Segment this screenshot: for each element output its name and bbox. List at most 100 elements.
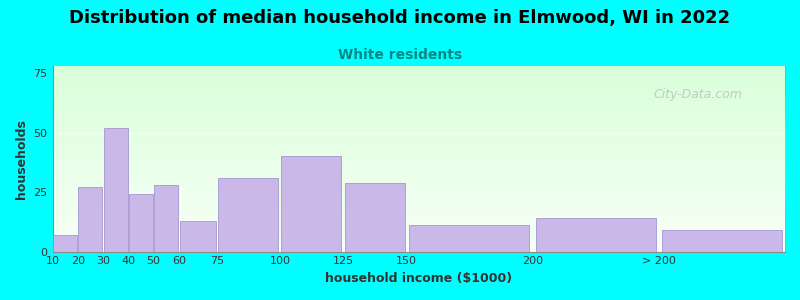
- Bar: [53, 244, 785, 246]
- Bar: [53, 90, 785, 92]
- Bar: [662, 230, 782, 252]
- Bar: [53, 83, 785, 85]
- Bar: [154, 185, 178, 252]
- Bar: [53, 200, 785, 202]
- Bar: [129, 194, 153, 252]
- Bar: [53, 122, 785, 124]
- Bar: [53, 72, 785, 74]
- Bar: [53, 240, 785, 242]
- Bar: [104, 128, 128, 252]
- Bar: [53, 101, 785, 103]
- Bar: [53, 233, 785, 235]
- Bar: [53, 170, 785, 172]
- Bar: [53, 211, 785, 213]
- Bar: [53, 164, 785, 166]
- X-axis label: household income ($1000): household income ($1000): [326, 272, 512, 285]
- Bar: [53, 237, 785, 239]
- Bar: [53, 88, 785, 90]
- Bar: [53, 160, 785, 163]
- Bar: [53, 179, 785, 181]
- Bar: [53, 229, 785, 231]
- Bar: [53, 207, 785, 209]
- Bar: [218, 178, 278, 252]
- Bar: [53, 149, 785, 152]
- Bar: [53, 190, 785, 192]
- Bar: [180, 221, 216, 252]
- Bar: [53, 242, 785, 244]
- Bar: [53, 250, 785, 252]
- Bar: [53, 146, 785, 148]
- Bar: [53, 110, 785, 112]
- Bar: [53, 213, 785, 214]
- Bar: [53, 187, 785, 188]
- Bar: [53, 205, 785, 207]
- Bar: [53, 153, 785, 155]
- Bar: [53, 155, 785, 157]
- Bar: [53, 94, 785, 96]
- Bar: [53, 214, 785, 216]
- Bar: [53, 220, 785, 222]
- Bar: [53, 92, 785, 94]
- Bar: [53, 172, 785, 174]
- Bar: [53, 105, 785, 107]
- Y-axis label: households: households: [15, 119, 28, 199]
- Bar: [53, 166, 785, 168]
- Bar: [53, 135, 785, 137]
- Bar: [282, 156, 342, 252]
- Bar: [53, 148, 785, 149]
- Bar: [53, 112, 785, 114]
- Bar: [53, 209, 785, 211]
- Bar: [53, 103, 785, 105]
- Bar: [53, 198, 785, 200]
- Bar: [53, 138, 785, 140]
- Bar: [53, 66, 785, 68]
- Bar: [53, 140, 785, 142]
- Bar: [53, 192, 785, 194]
- Bar: [53, 96, 785, 98]
- Bar: [53, 144, 785, 146]
- Bar: [53, 114, 785, 116]
- Bar: [53, 222, 785, 224]
- Text: City-Data.com: City-Data.com: [653, 88, 742, 101]
- Bar: [53, 85, 785, 86]
- Bar: [53, 248, 785, 250]
- Bar: [53, 98, 785, 99]
- Bar: [53, 120, 785, 122]
- Bar: [345, 183, 405, 252]
- Bar: [53, 99, 785, 101]
- Bar: [53, 238, 785, 240]
- Bar: [53, 133, 785, 135]
- Bar: [53, 70, 785, 72]
- Bar: [53, 159, 785, 161]
- Bar: [53, 75, 785, 77]
- Bar: [53, 163, 785, 164]
- Bar: [53, 246, 785, 248]
- Text: Distribution of median household income in Elmwood, WI in 2022: Distribution of median household income …: [70, 9, 730, 27]
- Text: White residents: White residents: [338, 48, 462, 62]
- Bar: [53, 129, 785, 131]
- Bar: [53, 216, 785, 218]
- Bar: [53, 107, 785, 109]
- Bar: [53, 227, 785, 229]
- Bar: [53, 125, 785, 127]
- Bar: [53, 183, 785, 185]
- Bar: [78, 187, 102, 252]
- Bar: [53, 188, 785, 190]
- Bar: [53, 202, 785, 203]
- Bar: [410, 225, 530, 252]
- Bar: [53, 174, 785, 176]
- Bar: [53, 157, 785, 159]
- Bar: [53, 235, 785, 237]
- Bar: [53, 226, 785, 227]
- Bar: [53, 127, 785, 129]
- Bar: [53, 124, 785, 125]
- Bar: [53, 118, 785, 120]
- Bar: [53, 231, 785, 233]
- Bar: [535, 218, 655, 252]
- Bar: [53, 224, 785, 226]
- Bar: [53, 74, 785, 75]
- Bar: [53, 81, 785, 83]
- Bar: [53, 218, 785, 220]
- Bar: [53, 196, 785, 198]
- Bar: [53, 136, 785, 138]
